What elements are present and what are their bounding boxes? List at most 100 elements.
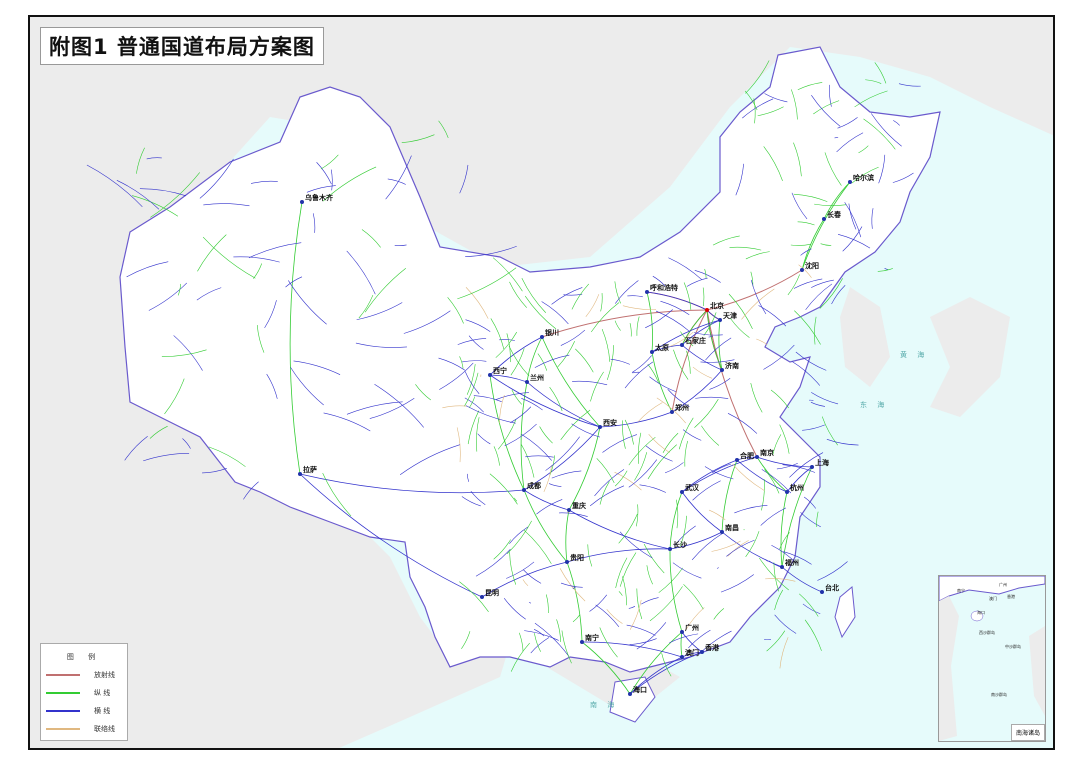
- road-line: [526, 381, 601, 428]
- road-line: [671, 369, 723, 413]
- road-line: [647, 364, 659, 384]
- road-line: [556, 619, 561, 643]
- city-marker: [785, 490, 789, 494]
- road-line: [706, 269, 803, 311]
- road-line: [692, 480, 721, 501]
- road-line: [821, 416, 838, 446]
- road-line: [534, 354, 570, 368]
- road-line: [626, 624, 656, 636]
- road-line: [688, 629, 711, 649]
- road-line: [182, 438, 191, 449]
- road-line: [805, 283, 833, 310]
- road-line: [756, 456, 788, 493]
- road-line: [358, 294, 374, 319]
- road-line: [493, 539, 511, 560]
- road-line: [789, 452, 824, 478]
- road-line: [844, 202, 862, 238]
- road-line: [523, 489, 570, 511]
- road-line: [646, 565, 653, 585]
- city-label: 南昌: [725, 523, 739, 532]
- city-label: 呼和浩特: [650, 283, 678, 292]
- road-line: [299, 473, 483, 598]
- road-line: [243, 481, 259, 500]
- road-line: [790, 243, 812, 246]
- road-line: [648, 433, 670, 453]
- road-line: [136, 147, 145, 174]
- road-line: [266, 373, 278, 399]
- city-marker: [298, 472, 302, 476]
- inset-place: 南沙群岛: [991, 691, 1007, 697]
- road-line: [149, 425, 168, 439]
- road-line: [521, 434, 552, 461]
- south-china-sea-inset: 广州 香港 澳门 南宁 海口 西沙群岛 中沙群岛 南沙群岛 南海诸岛: [938, 575, 1046, 742]
- road-line: [143, 452, 190, 462]
- road-line: [506, 520, 532, 555]
- road-line: [757, 106, 784, 116]
- road-line: [560, 409, 591, 441]
- road-line: [652, 275, 666, 287]
- city-marker: [522, 488, 526, 492]
- road-line: [636, 504, 639, 527]
- road-line: [641, 597, 659, 605]
- city-label: 西宁: [493, 366, 507, 375]
- road-line: [716, 567, 719, 569]
- road-line: [705, 337, 732, 361]
- road-line: [523, 529, 552, 564]
- road-line: [465, 319, 491, 332]
- road-line: [565, 509, 570, 563]
- road-line: [766, 630, 786, 652]
- city-label: 长春: [827, 210, 842, 219]
- road-line: [146, 157, 162, 160]
- road-line: [464, 371, 480, 395]
- road-line: [557, 341, 575, 368]
- road-line: [509, 552, 517, 585]
- road-line: [461, 496, 481, 507]
- road-line: [602, 434, 637, 453]
- inset-neighbor-land: [939, 596, 1045, 741]
- road-line: [745, 531, 760, 558]
- road-line: [730, 318, 750, 338]
- road-line: [803, 496, 817, 509]
- road-line: [793, 278, 823, 289]
- city-marker: [680, 490, 684, 494]
- road-line: [495, 392, 529, 400]
- road-line: [801, 218, 825, 271]
- road-line: [753, 98, 756, 124]
- road-line: [732, 463, 765, 491]
- inset-place: 澳门: [989, 595, 997, 601]
- road-line: [848, 203, 857, 230]
- road-line: [394, 244, 407, 246]
- road-line: [290, 367, 324, 406]
- road-line: [628, 459, 658, 488]
- city-label: 成都: [527, 481, 541, 490]
- road-line: [534, 633, 541, 652]
- road-line: [461, 631, 471, 649]
- road-line: [465, 405, 516, 424]
- road-line: [481, 561, 568, 598]
- road-line: [322, 166, 377, 202]
- city-label: 济南: [725, 361, 739, 370]
- road-line: [892, 172, 914, 183]
- city-label: 澳门: [685, 648, 699, 657]
- road-line: [510, 348, 525, 376]
- road-line: [791, 89, 798, 120]
- road-line: [711, 540, 741, 552]
- road-line: [656, 397, 686, 424]
- road-line: [456, 427, 461, 463]
- city-marker: [598, 425, 602, 429]
- city-marker: [755, 455, 759, 459]
- road-line: [599, 627, 618, 658]
- road-line: [761, 469, 792, 494]
- road-line: [795, 351, 827, 371]
- road-line: [355, 342, 407, 348]
- road-line: [877, 268, 894, 272]
- road-line: [585, 294, 600, 318]
- road-line: [497, 418, 517, 450]
- city-label: 合肥: [739, 451, 754, 460]
- road-line: [202, 236, 256, 279]
- road-line: [814, 203, 847, 206]
- road-line: [669, 633, 699, 644]
- road-line: [629, 599, 642, 630]
- city-label: 拉萨: [303, 465, 317, 474]
- road-line: [601, 328, 611, 362]
